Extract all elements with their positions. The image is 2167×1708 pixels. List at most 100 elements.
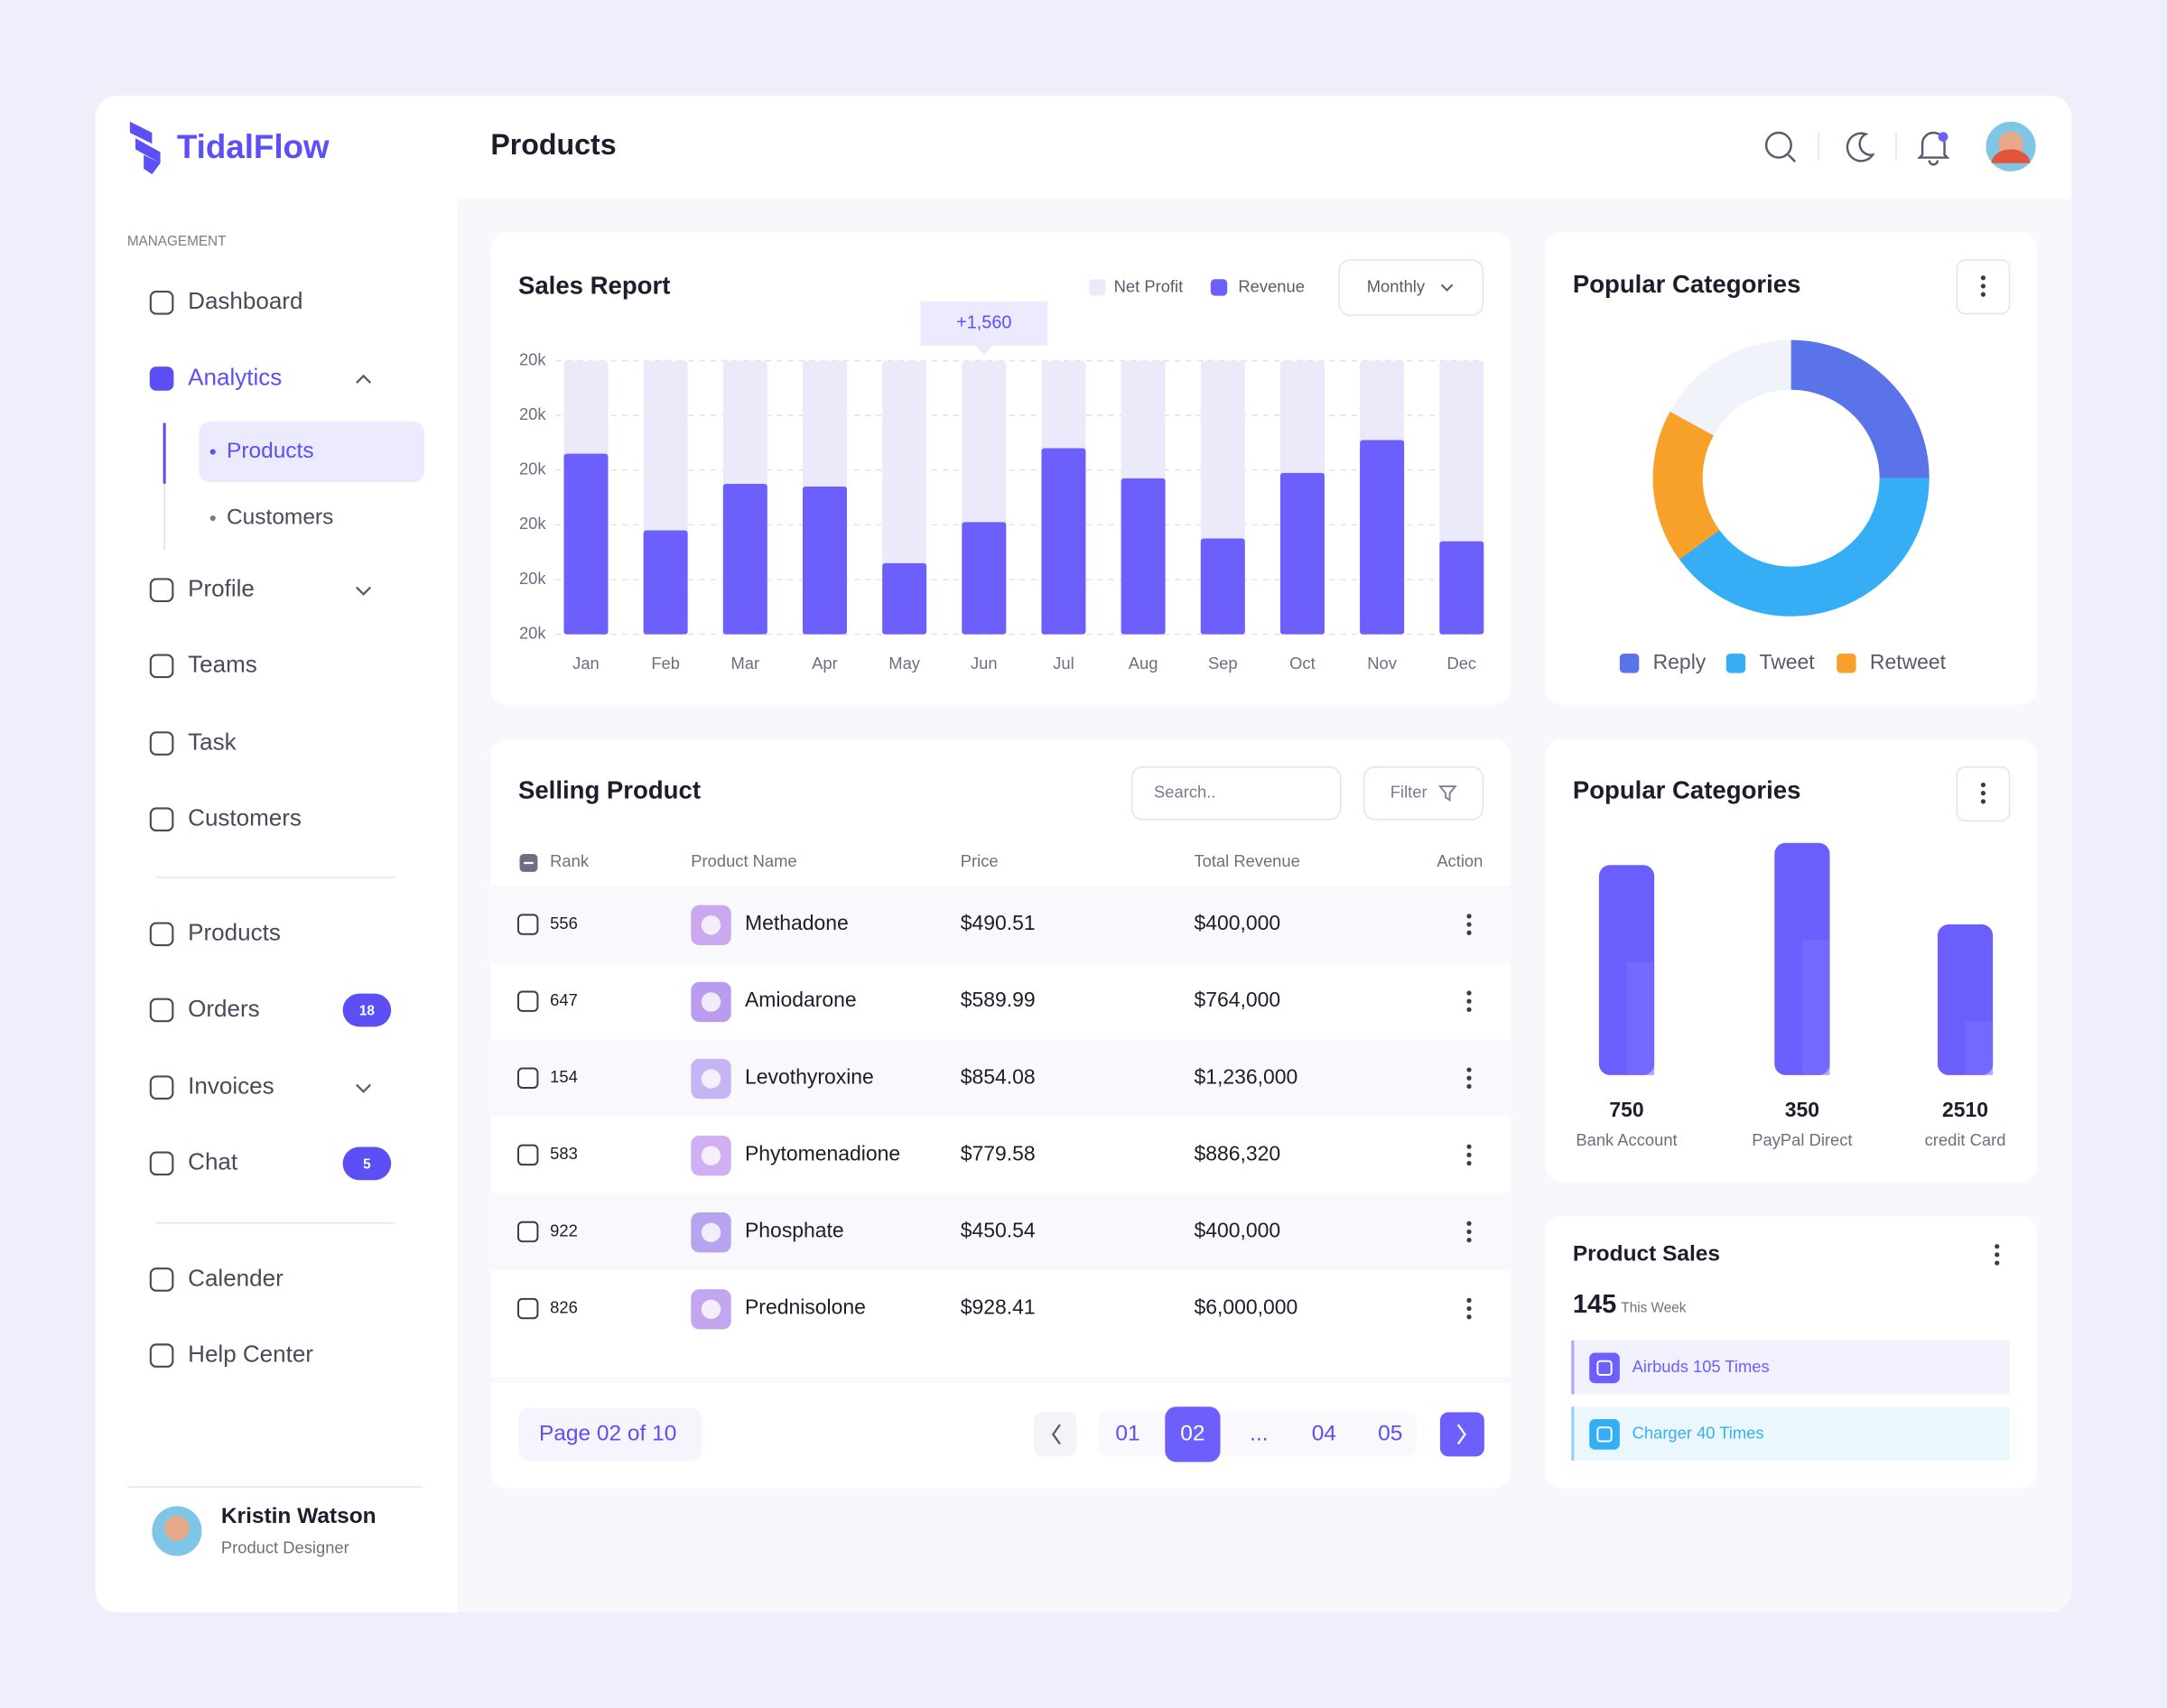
category-value: 2510 bbox=[1942, 1098, 1988, 1121]
nav-icon[interactable] bbox=[149, 367, 174, 391]
nav-icon[interactable] bbox=[149, 1151, 174, 1176]
search-icon[interactable] bbox=[1764, 131, 1797, 163]
nav-item[interactable]: Invoices bbox=[188, 1072, 274, 1100]
nav-icon[interactable] bbox=[149, 922, 174, 947]
row-action[interactable] bbox=[1466, 1314, 1472, 1320]
row-action[interactable] bbox=[1466, 1144, 1472, 1149]
nav-subitem[interactable]: Customers bbox=[227, 506, 333, 530]
nav-item[interactable]: Task bbox=[188, 728, 237, 755]
page-number[interactable]: 05 bbox=[1378, 1421, 1402, 1445]
row-checkbox[interactable] bbox=[516, 1067, 539, 1089]
page-label: Page 02 of 10 bbox=[539, 1421, 676, 1445]
nav-icon[interactable] bbox=[149, 998, 174, 1023]
rank: 826 bbox=[550, 1297, 578, 1316]
period-select[interactable] bbox=[1338, 259, 1484, 316]
chevron[interactable] bbox=[356, 374, 372, 384]
row-checkbox[interactable] bbox=[516, 1144, 539, 1166]
page-number[interactable]: 01 bbox=[1115, 1421, 1139, 1445]
menu-dot[interactable] bbox=[1980, 283, 1986, 289]
row-action[interactable] bbox=[1466, 1160, 1472, 1166]
page-number[interactable]: 04 bbox=[1312, 1421, 1336, 1445]
logo-icon bbox=[129, 121, 161, 174]
bar bbox=[1200, 538, 1245, 635]
nav-item[interactable]: Profile bbox=[188, 575, 255, 602]
product-thumb-art bbox=[701, 1299, 721, 1320]
chart-title: Sales Report bbox=[518, 272, 670, 300]
nav-icon[interactable] bbox=[149, 807, 174, 832]
row-stripe bbox=[490, 1193, 1511, 1271]
nav-item[interactable]: Dashboard bbox=[188, 287, 302, 314]
next-button[interactable] bbox=[1439, 1412, 1484, 1457]
nav-item[interactable]: Chat bbox=[188, 1148, 238, 1175]
y-tick-label: 20k bbox=[519, 623, 546, 642]
category-label: Bank Account bbox=[1576, 1130, 1677, 1149]
nav-item[interactable]: Calender bbox=[188, 1264, 284, 1291]
row-action[interactable] bbox=[1466, 1238, 1472, 1243]
nav-icon[interactable] bbox=[149, 1267, 174, 1292]
row-action[interactable] bbox=[1466, 914, 1472, 919]
row-action[interactable] bbox=[1466, 1067, 1472, 1072]
page-number[interactable]: ... bbox=[1250, 1421, 1268, 1445]
row-checkbox[interactable] bbox=[516, 990, 539, 1012]
notification-icon[interactable] bbox=[1917, 131, 1950, 166]
row-action[interactable] bbox=[1466, 1305, 1472, 1312]
row-action[interactable] bbox=[1466, 1229, 1472, 1235]
nav-item[interactable]: Analytics bbox=[188, 363, 282, 390]
nav-item[interactable]: Teams bbox=[188, 651, 257, 678]
menu-dot[interactable] bbox=[1995, 1244, 2000, 1249]
nav-item[interactable]: Products bbox=[188, 919, 281, 946]
row-checkbox[interactable] bbox=[516, 1297, 539, 1320]
filter-button[interactable] bbox=[1363, 766, 1484, 821]
row-action[interactable] bbox=[1466, 1083, 1472, 1090]
prev-button[interactable] bbox=[1033, 1412, 1077, 1457]
nav-icon[interactable] bbox=[149, 731, 174, 756]
current-page[interactable] bbox=[1165, 1406, 1221, 1462]
column-header: Total Revenue bbox=[1194, 851, 1299, 870]
nav-item[interactable]: Orders bbox=[188, 995, 260, 1022]
search-placeholder[interactable]: Search.. bbox=[1154, 782, 1215, 801]
row-action[interactable] bbox=[1466, 1007, 1472, 1012]
menu-dot[interactable] bbox=[1980, 782, 1986, 788]
x-tick-label: May bbox=[888, 654, 921, 673]
y-tick-label: 20k bbox=[519, 349, 546, 368]
row-action[interactable] bbox=[1466, 990, 1472, 996]
nav-icon[interactable] bbox=[149, 1075, 174, 1100]
nav-icon[interactable] bbox=[149, 654, 174, 679]
nav-icon[interactable] bbox=[149, 290, 174, 315]
row-checkbox[interactable] bbox=[516, 1221, 539, 1243]
period-label[interactable]: Monthly bbox=[1367, 276, 1426, 295]
nav-item[interactable]: Help Center bbox=[188, 1340, 313, 1367]
theme-icon[interactable] bbox=[1846, 132, 1875, 162]
menu-dot[interactable] bbox=[1995, 1252, 2000, 1258]
revenue: $400,000 bbox=[1194, 1219, 1280, 1242]
row-action[interactable] bbox=[1466, 1297, 1472, 1303]
avatar[interactable] bbox=[1986, 121, 2036, 172]
product-thumb-art bbox=[701, 1069, 721, 1089]
menu-dot[interactable] bbox=[1995, 1260, 2000, 1266]
active-subitem[interactable] bbox=[199, 421, 424, 483]
row-action[interactable] bbox=[1466, 998, 1472, 1004]
nav-icon[interactable] bbox=[149, 1343, 174, 1368]
menu-dot[interactable] bbox=[1980, 799, 1986, 804]
nav-item[interactable]: Customers bbox=[188, 804, 302, 831]
menu-dot[interactable] bbox=[1980, 275, 1986, 281]
row-action[interactable] bbox=[1466, 922, 1472, 927]
annotation-box bbox=[920, 301, 1048, 356]
chevron[interactable] bbox=[356, 1083, 372, 1093]
row-action[interactable] bbox=[1466, 1152, 1472, 1157]
filter-label[interactable]: Filter bbox=[1390, 782, 1428, 801]
page-title: Products bbox=[490, 128, 616, 161]
page-number[interactable]: 02 bbox=[1180, 1421, 1204, 1445]
bar bbox=[1439, 541, 1484, 635]
chevron[interactable] bbox=[356, 586, 372, 596]
nav-subitem[interactable]: Products bbox=[227, 439, 314, 463]
row-checkbox[interactable] bbox=[516, 914, 539, 935]
row-action[interactable] bbox=[1466, 930, 1472, 935]
row-action[interactable] bbox=[1466, 1221, 1472, 1226]
legend-label: Tweet bbox=[1759, 650, 1815, 673]
menu-dot[interactable] bbox=[1980, 791, 1986, 796]
nav-icon[interactable] bbox=[149, 578, 174, 602]
menu-dot[interactable] bbox=[1980, 292, 1986, 297]
search-box[interactable] bbox=[1130, 766, 1342, 821]
row-action[interactable] bbox=[1466, 1075, 1472, 1081]
